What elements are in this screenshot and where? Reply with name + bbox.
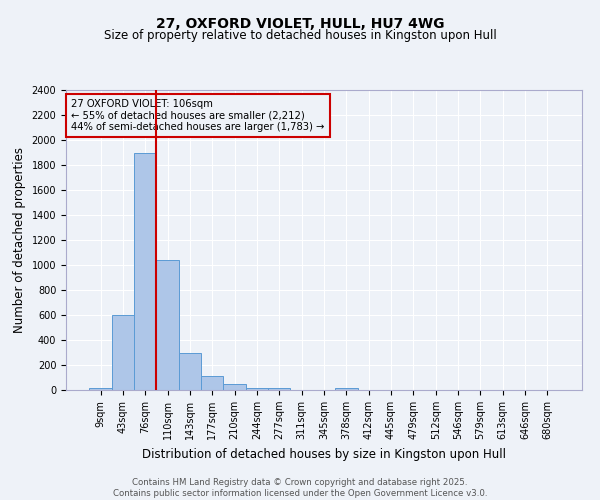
Bar [335, 388, 358, 390]
Y-axis label: Number of detached properties: Number of detached properties [13, 147, 26, 333]
Bar [179, 353, 201, 390]
X-axis label: Distribution of detached houses by size in Kingston upon Hull: Distribution of detached houses by size … [142, 448, 506, 460]
Bar [201, 376, 223, 390]
Bar [112, 315, 134, 390]
Bar [223, 384, 246, 390]
Bar [268, 388, 290, 390]
Bar [134, 152, 157, 390]
Text: 27 OXFORD VIOLET: 106sqm
← 55% of detached houses are smaller (2,212)
44% of sem: 27 OXFORD VIOLET: 106sqm ← 55% of detach… [71, 99, 325, 132]
Bar [246, 388, 268, 390]
Text: Size of property relative to detached houses in Kingston upon Hull: Size of property relative to detached ho… [104, 29, 496, 42]
Text: Contains HM Land Registry data © Crown copyright and database right 2025.
Contai: Contains HM Land Registry data © Crown c… [113, 478, 487, 498]
Text: 27, OXFORD VIOLET, HULL, HU7 4WG: 27, OXFORD VIOLET, HULL, HU7 4WG [156, 18, 444, 32]
Bar [157, 260, 179, 390]
Bar [89, 388, 112, 390]
